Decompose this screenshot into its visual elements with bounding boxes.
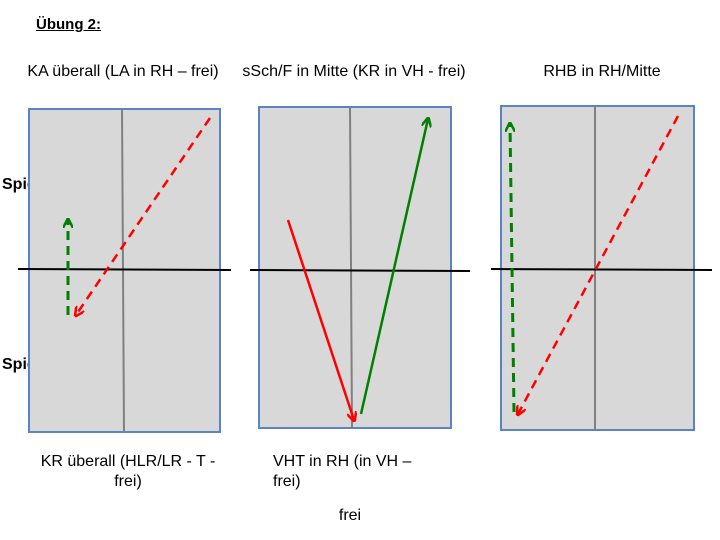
panel-2-bottom-caption: VHT in RH (in VH – frei) [273,453,412,490]
center-line-2 [349,105,353,429]
exercise-title: Übung 2: [36,16,101,33]
footer-text: frei [338,507,362,524]
panel-2-top-caption: sSch/F in Mitte (KR in VH - frei) [242,63,466,80]
net-line-2 [249,269,471,272]
red-dashed-arrow-3 [518,115,680,414]
green-solid-arrow-2 [359,119,428,415]
panel-1-bottom-caption: KR überall (HLR/LR - T - frei) [40,453,216,490]
panel-3-top-caption: RHB in RH/Mitte [543,63,661,80]
red-solid-arrow-2 [286,219,354,420]
net-line-1 [17,268,232,271]
red-dashed-arrow-1 [76,117,212,315]
green-dashed-arrow-3 [510,124,516,413]
net-line-3 [490,268,713,271]
panel-1-top-caption: KA überall (LA in RH – frei) [27,63,219,80]
